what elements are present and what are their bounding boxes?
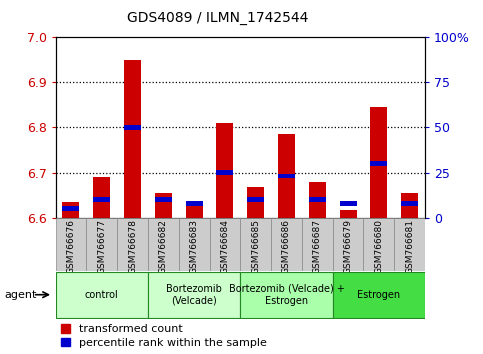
Bar (271, 218, 302, 271)
Text: GSM766681: GSM766681 (405, 219, 414, 274)
Bar (62, 202, 79, 218)
Bar (240, 272, 333, 318)
Bar (117, 218, 148, 271)
Bar (309, 182, 326, 218)
Bar (86, 218, 117, 271)
Text: GSM766683: GSM766683 (190, 219, 199, 274)
Text: GSM766687: GSM766687 (313, 219, 322, 274)
Bar (370, 161, 387, 166)
Bar (247, 198, 264, 202)
Bar (247, 187, 264, 218)
Bar (333, 272, 425, 318)
Bar (179, 218, 210, 271)
Text: control: control (85, 290, 119, 300)
Bar (370, 107, 387, 218)
Bar (155, 198, 172, 202)
Legend: transformed count, percentile rank within the sample: transformed count, percentile rank withi… (61, 324, 267, 348)
Bar (216, 123, 233, 218)
Bar (124, 60, 141, 218)
Bar (185, 201, 202, 206)
Bar (62, 206, 79, 211)
Bar (240, 218, 271, 271)
Bar (394, 218, 425, 271)
Bar (56, 272, 148, 318)
Text: Estrogen: Estrogen (357, 290, 400, 300)
Text: GSM766685: GSM766685 (251, 219, 260, 274)
Text: GSM766680: GSM766680 (374, 219, 384, 274)
Bar (364, 218, 394, 271)
Text: Bortezomib (Velcade) +
Estrogen: Bortezomib (Velcade) + Estrogen (228, 284, 344, 306)
Bar (155, 193, 172, 218)
Text: GSM766686: GSM766686 (282, 219, 291, 274)
Text: GSM766684: GSM766684 (220, 219, 229, 274)
Bar (216, 170, 233, 175)
Bar (148, 272, 241, 318)
Text: Bortezomib
(Velcade): Bortezomib (Velcade) (166, 284, 222, 306)
Bar (93, 198, 110, 202)
Bar (185, 206, 202, 218)
Bar (93, 177, 110, 218)
Bar (340, 201, 356, 206)
Bar (333, 218, 364, 271)
Bar (401, 193, 418, 218)
Text: GSM766678: GSM766678 (128, 219, 137, 274)
Bar (210, 218, 240, 271)
Text: agent: agent (5, 290, 37, 300)
Bar (56, 218, 86, 271)
Bar (278, 134, 295, 218)
Bar (124, 125, 141, 130)
Text: GSM766682: GSM766682 (159, 219, 168, 274)
Text: GSM766679: GSM766679 (343, 219, 353, 274)
Bar (148, 218, 179, 271)
Text: GSM766677: GSM766677 (97, 219, 106, 274)
Bar (278, 174, 295, 178)
Bar (309, 198, 326, 202)
Bar (302, 218, 333, 271)
Bar (401, 201, 418, 206)
Text: GSM766676: GSM766676 (67, 219, 75, 274)
Text: GDS4089 / ILMN_1742544: GDS4089 / ILMN_1742544 (127, 11, 308, 25)
Bar (340, 210, 356, 218)
